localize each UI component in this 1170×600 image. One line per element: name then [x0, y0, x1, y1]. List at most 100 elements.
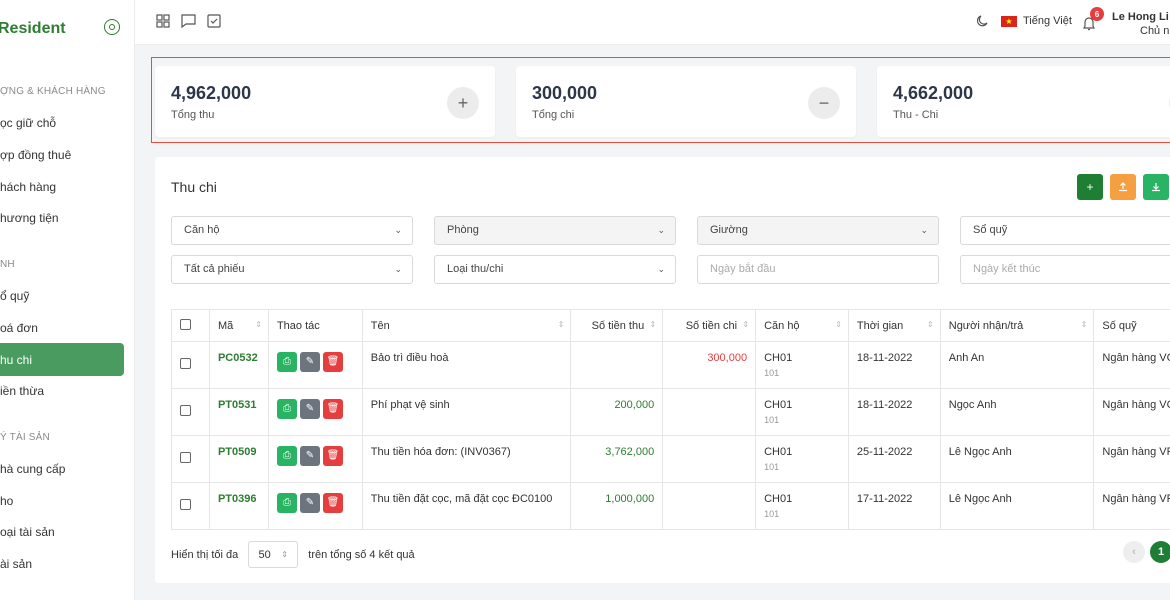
add-button[interactable]: + — [1077, 174, 1103, 200]
col-header-name[interactable]: Tên ⇕ — [361, 309, 572, 342]
user-role: Chủ nh — [1140, 25, 1170, 37]
download-button[interactable] — [1143, 174, 1169, 200]
select-all-checkbox[interactable] — [171, 309, 210, 342]
col-header-time[interactable]: Thời gian ⇕ — [847, 309, 941, 342]
row-checkbox[interactable] — [171, 435, 210, 483]
balance-value: 4,662,000 — [893, 83, 974, 103]
upload-button[interactable] — [1110, 174, 1136, 200]
row-expense — [662, 482, 757, 530]
row-checkbox[interactable] — [171, 482, 210, 530]
sidebar-item-vehicles[interactable]: hương tiện — [0, 211, 59, 225]
spinner-icon: ⇕ — [281, 550, 288, 559]
sidebar-item-reservation[interactable]: ọc giữ chỗ — [0, 116, 57, 130]
table-row: PT0509 ⎙ ✎ 🗑 Thu tiền hóa đơn: (INV0367) 3… — [171, 435, 1170, 483]
row-code[interactable]: PT0396 — [208, 482, 269, 530]
delete-button[interactable]: 🗑 — [322, 446, 343, 466]
row-code[interactable]: PT0531 — [208, 388, 269, 436]
end-date-input[interactable]: Ngày kết thúc — [960, 255, 1170, 284]
sidebar-item-assets[interactable]: ài sản — [0, 557, 33, 571]
language-selector[interactable]: Tiếng Việt — [1023, 15, 1072, 27]
fund-select-value: Sổ quỹ — [973, 224, 1008, 236]
page-1-button[interactable]: 1 — [1150, 541, 1170, 563]
sidebar-item-warehouse[interactable]: ho — [0, 494, 14, 508]
row-checkbox[interactable] — [171, 341, 210, 389]
balance-label: Thu - Chi — [893, 109, 939, 121]
table-row: PT0396 ⎙ ✎ 🗑 Thu tiền đặt cọc, mã đặt cọc … — [171, 482, 1170, 530]
row-apartment: CH01 101 — [755, 388, 849, 436]
edit-button[interactable]: ✎ — [299, 493, 320, 513]
col-header-expense[interactable]: Số tiền chi ⇕ — [662, 309, 757, 342]
fund-select[interactable]: Sổ quỹ — [960, 216, 1170, 245]
edit-button[interactable]: ✎ — [299, 446, 320, 466]
row-code[interactable]: PT0509 — [208, 435, 269, 483]
income-expense-table: Mã ⇕ Thao tác Tên ⇕ Số tiền thu ⇕ Số tiền c… — [171, 309, 1170, 530]
edit-button[interactable]: ✎ — [299, 352, 320, 372]
row-actions: ⎙ ✎ 🗑 — [267, 388, 363, 436]
user-name[interactable]: Le Hong Li — [1112, 11, 1169, 23]
total-results-label: trên tổng số 4 kết quả — [308, 548, 415, 561]
row-fund: Ngân hàng VCB — [1093, 388, 1170, 436]
category-select[interactable]: Loại thu/chi ⌄ — [434, 255, 676, 284]
vietnam-flag-icon: ★ — [1001, 16, 1017, 27]
brand-logo: Resident — [0, 20, 66, 37]
sidebar-item-invoices[interactable]: oá đơn — [0, 321, 38, 335]
sidebar: Resident ỢNG & KHÁCH HÀNG ọc giữ chỗ ợp … — [0, 0, 135, 600]
delete-button[interactable]: 🗑 — [322, 352, 343, 372]
start-date-input[interactable]: Ngày bắt đầu — [697, 255, 939, 284]
bed-select[interactable]: Giường ⌄ — [697, 216, 939, 245]
edit-button[interactable]: ✎ — [299, 399, 320, 419]
notification-badge: 6 — [1090, 7, 1104, 21]
checklist-icon[interactable] — [206, 13, 222, 29]
prev-page-button[interactable]: ‹ — [1123, 541, 1145, 563]
row-name: Phí phạt vệ sinh — [361, 388, 572, 436]
delete-button[interactable]: 🗑 — [322, 399, 343, 419]
delete-button[interactable]: 🗑 — [322, 493, 343, 513]
minus-icon: − — [808, 87, 840, 119]
sidebar-toggle-icon[interactable] — [104, 19, 120, 35]
expense-total-label: Tổng chi — [532, 109, 575, 121]
print-button[interactable]: ⎙ — [276, 446, 297, 466]
room-select[interactable]: Phòng ⌄ — [434, 216, 676, 245]
room-select-value: Phòng — [447, 224, 479, 236]
row-apartment: CH01 101 — [755, 341, 849, 389]
col-header-person[interactable]: Người nhận/trả ⇕ — [939, 309, 1095, 342]
sidebar-item-customers[interactable]: hách hàng — [0, 180, 57, 194]
chat-icon[interactable] — [180, 13, 196, 29]
dark-mode-icon[interactable] — [975, 13, 991, 29]
apartment-select-value: Căn hộ — [184, 224, 220, 236]
row-income: 200,000 — [570, 388, 664, 436]
sidebar-item-fund[interactable]: ổ quỹ — [0, 289, 30, 303]
apartment-select[interactable]: Căn hộ ⌄ — [171, 216, 413, 245]
page-title: Thu chi — [171, 179, 217, 195]
sort-icon: ⇕ — [742, 320, 750, 329]
sidebar-section-customers: ỢNG & KHÁCH HÀNG — [0, 86, 106, 97]
row-income — [570, 341, 664, 389]
page-size-select[interactable]: 50 ⇕ — [248, 541, 299, 568]
grid-icon[interactable] — [155, 13, 171, 29]
row-checkbox[interactable] — [171, 388, 210, 436]
sidebar-item-suppliers[interactable]: hà cung cấp — [0, 462, 66, 476]
col-header-income[interactable]: Số tiền thu ⇕ — [570, 309, 664, 342]
print-button[interactable]: ⎙ — [276, 493, 297, 513]
sidebar-item-asset-types[interactable]: oại tài sản — [0, 525, 55, 539]
row-person: Lê Ngọc Anh — [939, 435, 1095, 483]
row-name: Bảo trì điều hoà — [361, 341, 572, 389]
print-button[interactable]: ⎙ — [276, 352, 297, 372]
chevron-down-icon: ⌄ — [394, 264, 402, 274]
sidebar-item-surplus[interactable]: iền thừa — [0, 384, 45, 398]
col-header-code[interactable]: Mã ⇕ — [208, 309, 269, 342]
row-name: Thu tiền đặt cọc, mã đặt cọc ĐC0100 — [361, 482, 572, 530]
table-row: PT0531 ⎙ ✎ 🗑 Phí phạt vệ sinh 200,000 CH01… — [171, 388, 1170, 436]
row-fund: Ngân hàng VPB — [1093, 482, 1170, 530]
chevron-down-icon: ⌄ — [394, 225, 402, 235]
col-header-fund[interactable]: Số quỹ — [1093, 309, 1170, 342]
sidebar-item-lease-contract[interactable]: ợp đồng thuê — [0, 148, 72, 162]
row-apartment: CH01 101 — [755, 435, 849, 483]
print-button[interactable]: ⎙ — [276, 399, 297, 419]
summary-card-income: 4,962,000 Tổng thu + — [155, 66, 495, 137]
voucher-type-select[interactable]: Tất cả phiếu ⌄ — [171, 255, 413, 284]
sidebar-item-income-expense[interactable]: hu chi — [0, 343, 124, 376]
row-code[interactable]: PC0532 — [208, 341, 269, 389]
col-header-apartment[interactable]: Căn hộ ⇕ — [755, 309, 849, 342]
income-expense-panel: Thu chi + Căn hộ ⌄ Phòng ⌄ Giường ⌄ Sổ quỹ … — [155, 157, 1170, 583]
